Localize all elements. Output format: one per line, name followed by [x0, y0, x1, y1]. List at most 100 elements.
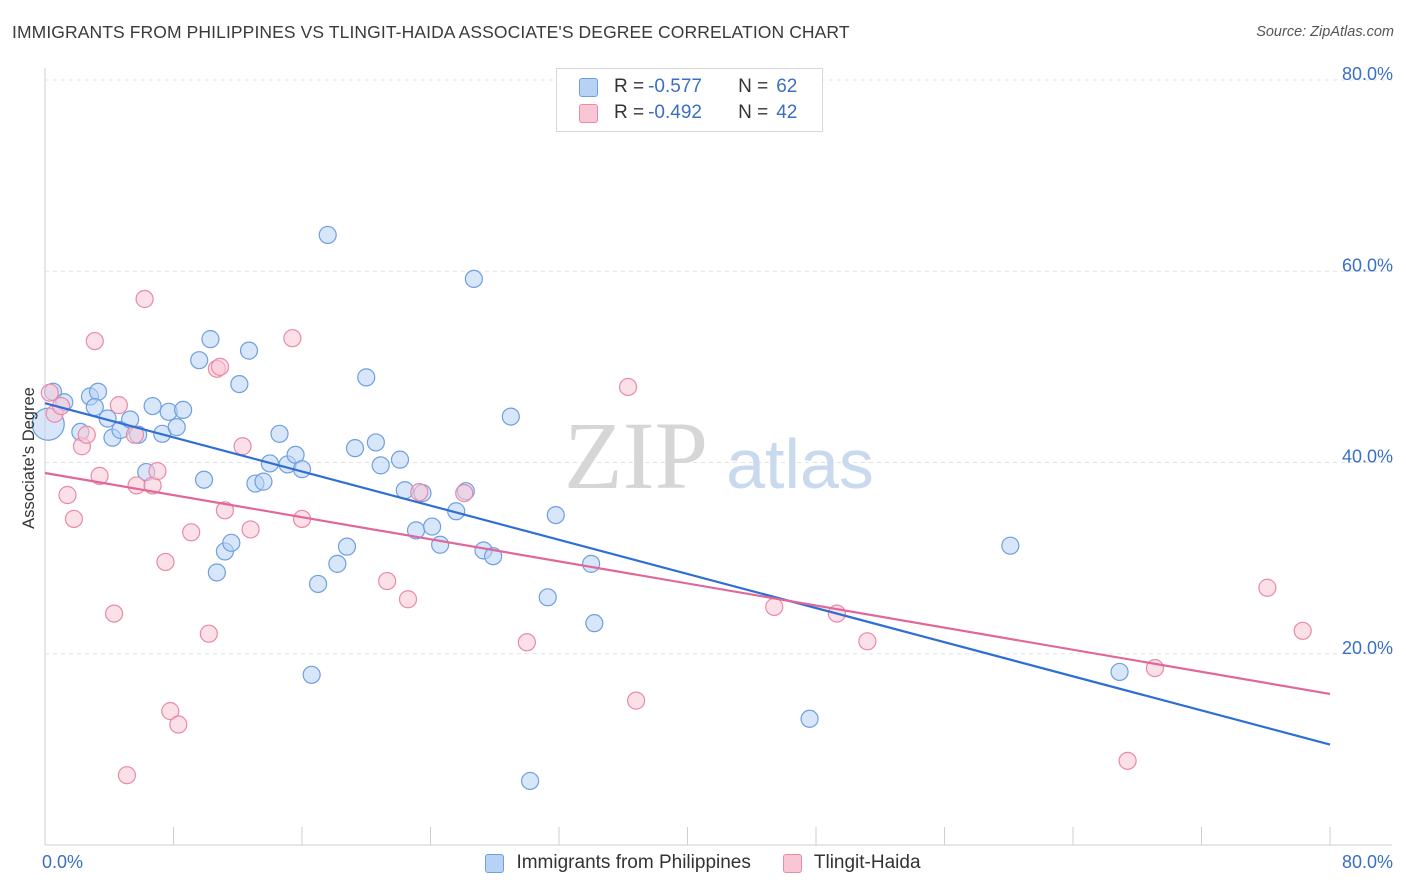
data-point: [501, 407, 520, 426]
data-point: [270, 424, 289, 443]
data-point: [190, 351, 209, 370]
legend-r-value: -0.577: [648, 76, 702, 97]
data-point: [318, 225, 337, 245]
data-point: [371, 456, 390, 475]
data-point: [88, 382, 108, 401]
data-point: [64, 509, 84, 529]
y-tick-label: 80.0%: [1342, 64, 1393, 84]
trend-lines: [44, 402, 1331, 746]
watermark-zip: ZIP: [564, 402, 708, 509]
trend-line-0: [44, 402, 1331, 746]
data-point: [431, 535, 450, 554]
data-point: [858, 632, 877, 651]
data-point: [1258, 578, 1277, 597]
data-point: [161, 702, 180, 721]
series-swatch-philippines: [485, 853, 505, 873]
data-point: [239, 341, 259, 360]
data-point: [520, 771, 540, 791]
series-swatch-tlingit: [782, 853, 802, 873]
data-point: [174, 400, 193, 420]
y-tick-label: 60.0%: [1342, 255, 1393, 275]
data-point: [398, 590, 418, 609]
legend-r-label: R =: [614, 102, 645, 123]
data-point: [222, 533, 241, 552]
data-point: [90, 466, 109, 485]
data-point: [455, 484, 474, 503]
data-point: [1001, 536, 1020, 555]
data-point: [585, 614, 604, 633]
data-point: [143, 396, 162, 416]
data-point: [538, 588, 557, 607]
tick-labels: 20.0% 40.0% 60.0% 80.0% 0.0% 80.0%: [42, 64, 1393, 872]
data-point: [765, 597, 784, 616]
data-point: [800, 709, 819, 728]
data-point: [546, 505, 565, 525]
y-axis-label: Associate's Degree: [20, 387, 38, 529]
legend-n-label: N =: [738, 76, 769, 97]
data-point: [328, 554, 347, 573]
axes: [44, 68, 1392, 846]
legend-n-value: 62: [776, 76, 798, 97]
data-point: [148, 462, 167, 481]
data-point: [241, 520, 260, 539]
data-point: [85, 397, 104, 417]
data-point: [167, 418, 186, 437]
data-point: [169, 715, 188, 734]
data-point: [201, 330, 220, 349]
x-tick-label: 80.0%: [1342, 852, 1393, 872]
data-point: [254, 472, 273, 491]
series-name: Immigrants from Philippines: [516, 852, 751, 873]
watermark-atlas: atlas: [726, 425, 874, 503]
data-point: [77, 425, 96, 444]
data-point: [517, 633, 536, 652]
data-point: [626, 691, 646, 710]
data-point: [207, 563, 226, 582]
data-point: [85, 331, 104, 351]
watermark: ZIP atlas: [564, 402, 874, 509]
series-legend-philippines: Immigrants from Philippines: [485, 852, 751, 874]
x-tick-label: 0.0%: [42, 852, 83, 872]
legend-r-label: R =: [614, 76, 645, 97]
data-point: [104, 604, 124, 623]
data-point: [378, 571, 397, 591]
data-point: [308, 574, 328, 594]
legend-n-label: N =: [738, 102, 769, 123]
data-point: [233, 437, 252, 456]
data-point: [1118, 751, 1137, 770]
grid-lines: [45, 79, 1392, 655]
data-point: [109, 396, 128, 415]
data-point: [215, 501, 234, 520]
data-point: [210, 357, 230, 376]
data-point: [410, 483, 429, 502]
data-point: [194, 470, 214, 489]
source-credit: Source: ZipAtlas.com: [1256, 24, 1394, 40]
legend-swatch-philippines: [579, 77, 598, 97]
series-name: Tlingit-Haida: [813, 852, 921, 873]
data-point: [182, 523, 201, 542]
legend-row-tlingit: R = -0.492 N = 42: [579, 100, 797, 126]
data-point: [1110, 662, 1129, 682]
data-point: [337, 537, 357, 556]
data-point: [283, 329, 302, 348]
chart-title: IMMIGRANTS FROM PHILIPPINES VS TLINGIT-H…: [12, 22, 850, 42]
series-legend: Immigrants from Philippines Tlingit-Haid…: [0, 852, 1406, 874]
data-point: [199, 624, 218, 643]
legend-n-value: 42: [776, 102, 798, 123]
data-point: [345, 439, 365, 458]
data-point: [423, 517, 442, 536]
legend-r-value: -0.492: [648, 102, 702, 123]
data-point: [135, 289, 154, 309]
data-point: [58, 485, 77, 505]
data-point: [357, 368, 376, 387]
legend-row-philippines: R = -0.577 N = 62: [579, 74, 797, 100]
data-point: [582, 554, 601, 573]
data-point: [156, 552, 175, 572]
data-point: [230, 374, 249, 394]
series-legend-tlingit: Tlingit-Haida: [782, 852, 921, 874]
data-points: [31, 225, 1312, 791]
stats-legend: R = -0.577 N = 62 R = -0.492 N = 42: [556, 68, 823, 132]
data-point: [618, 377, 638, 397]
data-point: [302, 665, 321, 684]
y-tick-label: 20.0%: [1342, 638, 1393, 658]
